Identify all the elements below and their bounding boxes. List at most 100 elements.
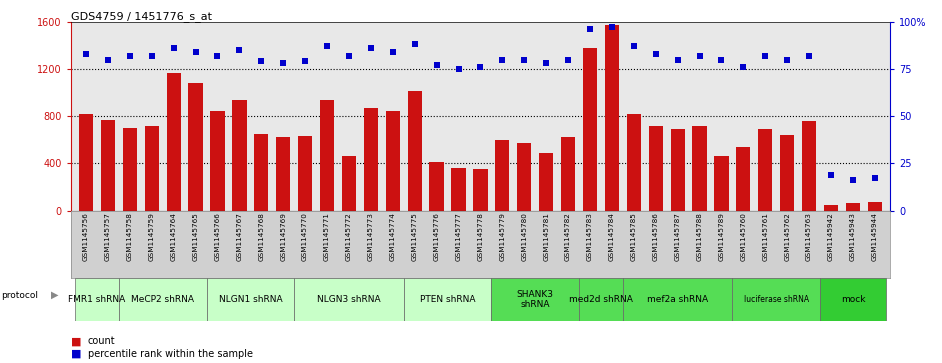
Bar [539,153,553,211]
Bar [714,156,728,211]
Bar [167,73,181,211]
Text: mock: mock [840,295,865,304]
Bar [579,278,623,321]
Text: NLGN3 shRNA: NLGN3 shRNA [317,295,381,304]
Bar [820,278,885,321]
Bar [733,278,820,321]
Text: percentile rank within the sample: percentile rank within the sample [88,349,252,359]
Text: GSM1145757: GSM1145757 [105,213,111,261]
Text: GSM1145758: GSM1145758 [127,213,133,261]
Point [714,57,729,62]
Text: GSM1145759: GSM1145759 [149,213,154,261]
Text: GSM1145772: GSM1145772 [346,213,352,261]
Text: GSM1145774: GSM1145774 [390,213,396,261]
Bar [122,128,137,211]
Text: mef2a shRNA: mef2a shRNA [647,295,708,304]
Text: GSM1145942: GSM1145942 [828,213,834,261]
Point [626,44,642,49]
Point [823,172,838,178]
Text: GSM1145780: GSM1145780 [521,213,528,261]
Point [692,53,707,59]
Point [253,58,268,64]
Point [298,58,313,64]
Text: GSM1145773: GSM1145773 [368,213,374,261]
Text: GSM1145756: GSM1145756 [83,213,89,261]
Bar [119,278,206,321]
Text: GSM1145765: GSM1145765 [192,213,199,261]
Bar [495,140,510,211]
Point [473,64,488,70]
Text: MeCP2 shRNA: MeCP2 shRNA [131,295,194,304]
Point [582,26,597,32]
Text: GSM1145767: GSM1145767 [236,213,242,261]
Bar [692,126,706,211]
Bar [385,111,400,211]
Point [232,47,247,53]
Point [101,57,116,62]
Point [780,57,795,62]
Point [670,57,685,62]
Bar [517,143,531,211]
Bar [342,156,356,211]
Point [845,178,860,183]
Point [495,57,510,62]
Point [364,45,379,51]
Text: GSM1145763: GSM1145763 [806,213,812,261]
Point [385,49,400,55]
Bar [188,83,203,211]
Bar [623,278,733,321]
Text: GSM1145776: GSM1145776 [433,213,440,261]
Bar [294,278,404,321]
Bar [868,202,882,211]
Point [517,57,532,62]
Bar [254,134,268,211]
Point [166,45,181,51]
Text: GSM1145786: GSM1145786 [653,213,658,261]
Bar [473,169,488,211]
Bar [276,137,290,211]
Text: luciferase shRNA: luciferase shRNA [743,295,809,304]
Text: GSM1145784: GSM1145784 [609,213,615,261]
Bar [605,25,619,211]
Text: protocol: protocol [1,291,38,299]
Text: ▶: ▶ [51,290,58,300]
Bar [626,114,641,211]
Point [319,44,334,49]
Text: GSM1145785: GSM1145785 [631,213,637,261]
Point [188,49,203,55]
Text: GSM1145778: GSM1145778 [478,213,483,261]
Bar [758,129,772,211]
Text: GSM1145771: GSM1145771 [324,213,330,261]
Text: ■: ■ [71,349,81,359]
Point [407,41,422,47]
Text: GSM1145789: GSM1145789 [719,213,724,261]
Text: PTEN shRNA: PTEN shRNA [420,295,476,304]
Text: GSM1145762: GSM1145762 [784,213,790,261]
Point [78,51,93,57]
Text: GSM1145779: GSM1145779 [499,213,505,261]
Point [122,53,138,59]
Bar [824,205,838,211]
Bar [671,129,685,211]
Text: GSM1145770: GSM1145770 [302,213,308,261]
Point [648,51,663,57]
Bar [737,147,751,211]
Text: GSM1145761: GSM1145761 [762,213,769,261]
Bar [560,137,576,211]
Point [341,53,356,59]
Bar [408,91,422,211]
Text: GSM1145769: GSM1145769 [280,213,286,261]
Text: FMR1 shRNA: FMR1 shRNA [69,295,125,304]
Point [802,53,817,59]
Text: SHANK3
shRNA: SHANK3 shRNA [517,290,554,309]
Bar [298,136,312,211]
Text: GSM1145775: GSM1145775 [412,213,417,261]
Bar [206,278,294,321]
Point [429,62,444,68]
Bar [145,126,159,211]
Bar [430,162,444,211]
Point [605,25,620,30]
Text: NLGN1 shRNA: NLGN1 shRNA [219,295,283,304]
Point [276,60,291,66]
Bar [451,168,465,211]
